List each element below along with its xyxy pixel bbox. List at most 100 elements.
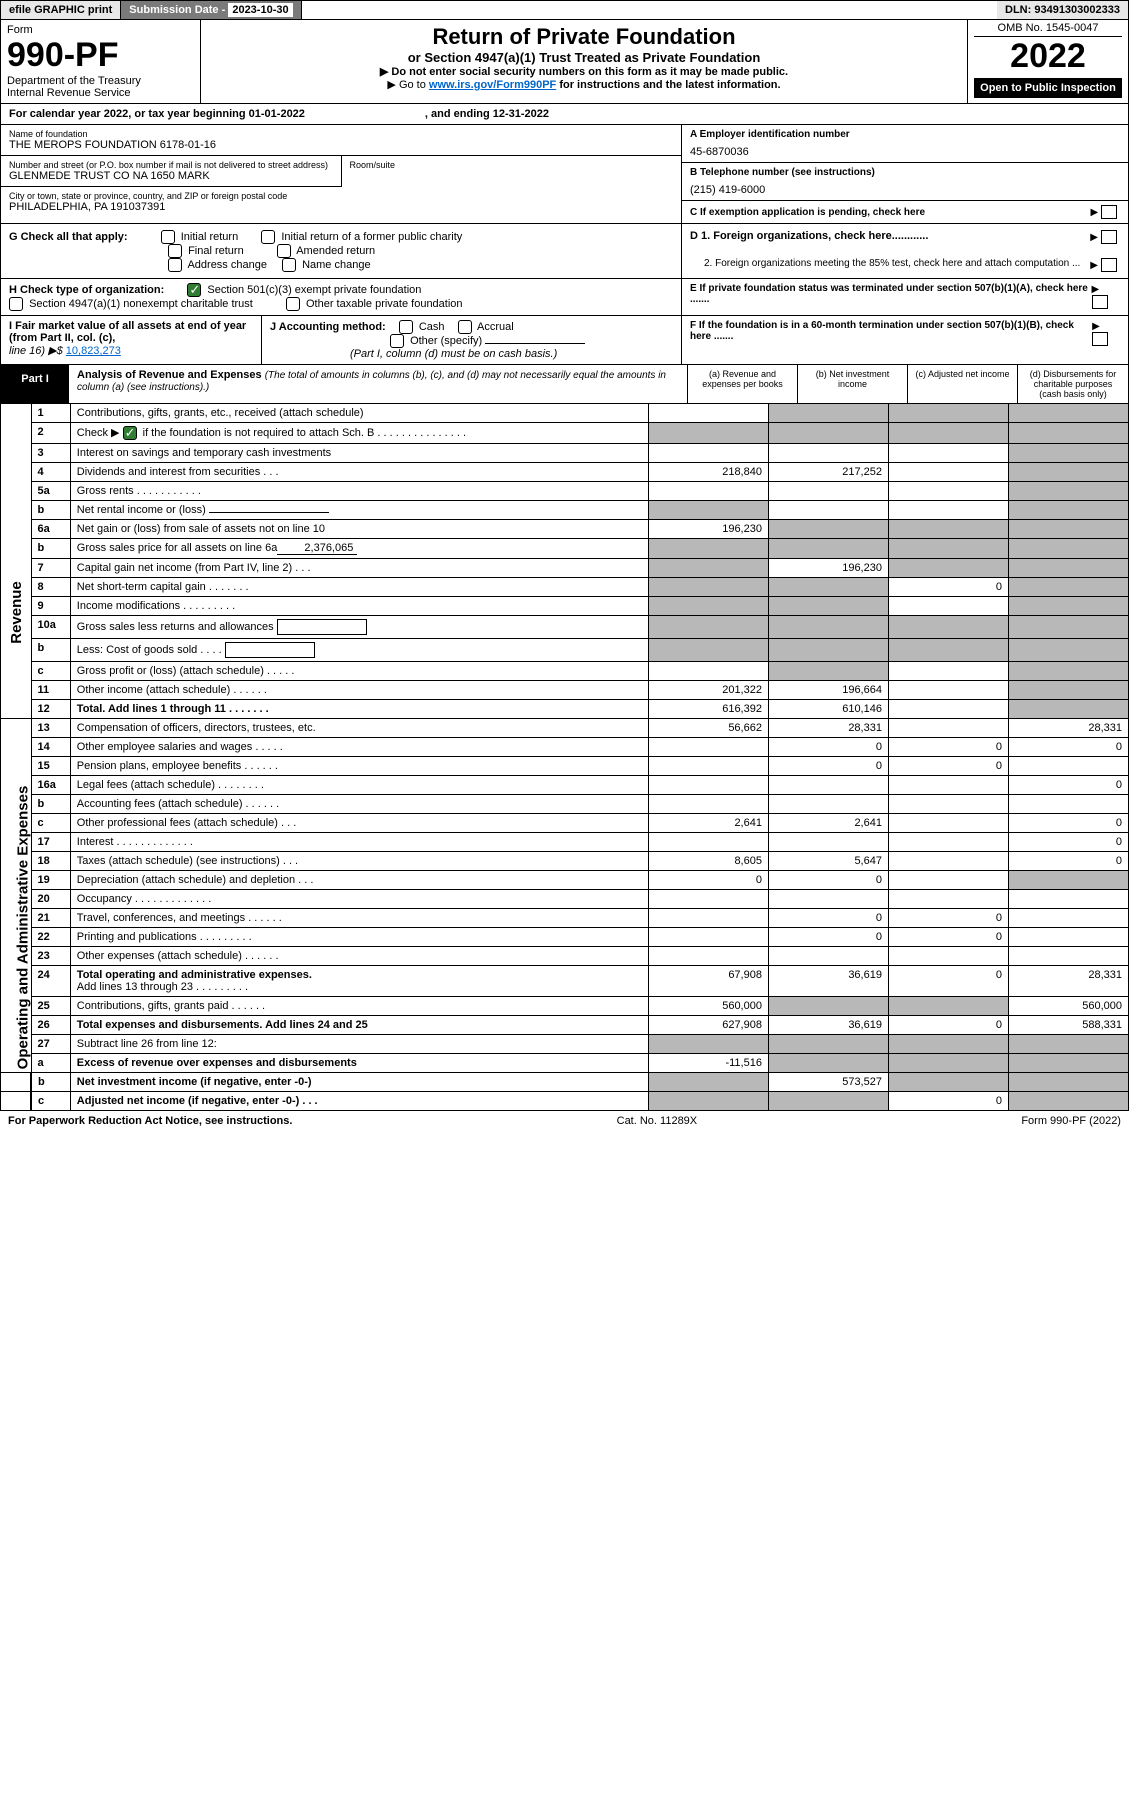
i-label: I Fair market value of all assets at end… xyxy=(9,320,246,344)
row-9: 9Income modifications . . . . . . . . . xyxy=(1,597,1129,616)
c-checkbox[interactable] xyxy=(1101,205,1117,219)
ijf-row: I Fair market value of all assets at end… xyxy=(0,316,1129,365)
row-11: 11Other income (attach schedule) . . . .… xyxy=(1,681,1129,700)
d2-checkbox[interactable] xyxy=(1101,258,1117,272)
addr-value: GLENMEDE TRUST CO NA 1650 MARK xyxy=(9,170,333,182)
phone-cell: B Telephone number (see instructions) (2… xyxy=(682,163,1128,201)
h-row: H Check type of organization: Section 50… xyxy=(0,279,1129,316)
row-17: 17Interest . . . . . . . . . . . . .0 xyxy=(1,833,1129,852)
footer: For Paperwork Reduction Act Notice, see … xyxy=(0,1111,1129,1131)
d-right: D 1. Foreign organizations, check here..… xyxy=(681,224,1128,278)
instr2-pre: ▶ Go to xyxy=(387,79,428,91)
row-16a: 16aLegal fees (attach schedule) . . . . … xyxy=(1,776,1129,795)
j-cb-accrual[interactable] xyxy=(458,320,472,334)
row-24: 24Total operating and administrative exp… xyxy=(1,966,1129,997)
addr-cell: Number and street (or P.O. box number if… xyxy=(1,156,341,187)
g-cb-amended[interactable] xyxy=(277,244,291,258)
row-3: 3Interest on savings and temporary cash … xyxy=(1,444,1129,463)
row-20: 20Occupancy . . . . . . . . . . . . . xyxy=(1,890,1129,909)
row-27b: bNet investment income (if negative, ent… xyxy=(1,1073,1129,1092)
phone-label: B Telephone number (see instructions) xyxy=(690,167,1120,178)
j-other: Other (specify) xyxy=(410,335,482,347)
city-value: PHILADELPHIA, PA 191037391 xyxy=(9,201,673,213)
revenue-sidelabel: Revenue xyxy=(1,404,32,719)
j-accrual: Accrual xyxy=(477,321,514,333)
h-cb-other[interactable] xyxy=(286,297,300,311)
name-cell: Name of foundation THE MEROPS FOUNDATION… xyxy=(1,125,681,156)
schb-checkbox[interactable] xyxy=(123,426,137,440)
col-d-head: (d) Disbursements for charitable purpose… xyxy=(1018,365,1128,403)
h-opt2: Section 4947(a)(1) nonexempt charitable … xyxy=(29,298,253,310)
i-value: 10,823,273 xyxy=(66,345,121,357)
row-27: 27Subtract line 26 from line 12: xyxy=(1,1035,1129,1054)
line-6b-value: 2,376,065 xyxy=(277,542,357,555)
h-opt1: Section 501(c)(3) exempt private foundat… xyxy=(207,284,421,296)
instr2-post: for instructions and the latest informat… xyxy=(559,79,780,91)
row-2: 2 Check ▶ if the foundation is not requi… xyxy=(1,423,1129,444)
e-checkbox[interactable] xyxy=(1092,295,1108,309)
header-right: OMB No. 1545-0047 2022 Open to Public In… xyxy=(968,20,1128,103)
part1-title: Analysis of Revenue and Expenses xyxy=(77,369,265,381)
f-cell: F If the foundation is in a 60-month ter… xyxy=(681,316,1128,364)
footer-right: Form 990-PF (2022) xyxy=(1021,1115,1121,1127)
foundation-name: THE MEROPS FOUNDATION 6178-01-16 xyxy=(9,139,673,151)
j-label: J Accounting method: xyxy=(270,321,386,333)
row-14: 14Other employee salaries and wages . . … xyxy=(1,738,1129,757)
info-grid: Name of foundation THE MEROPS FOUNDATION… xyxy=(0,125,1129,224)
row-22: 22Printing and publications . . . . . . … xyxy=(1,928,1129,947)
row-13: Operating and Administrative Expenses 13… xyxy=(1,719,1129,738)
row-6a: 6aNet gain or (loss) from sale of assets… xyxy=(1,520,1129,539)
row-16b: bAccounting fees (attach schedule) . . .… xyxy=(1,795,1129,814)
box-10a xyxy=(277,619,367,635)
submission-date: Submission Date - 2023-10-30 xyxy=(121,1,301,19)
f-checkbox[interactable] xyxy=(1092,332,1108,346)
form990pf-link[interactable]: www.irs.gov/Form990PF xyxy=(429,79,556,91)
g-opt-5: Name change xyxy=(302,259,371,271)
name-label: Name of foundation xyxy=(9,129,673,139)
ein-cell: A Employer identification number 45-6870… xyxy=(682,125,1128,163)
i-line16: line 16) ▶$ xyxy=(9,345,66,357)
d2-text: 2. Foreign organizations meeting the 85%… xyxy=(690,258,1080,272)
sub-label: Submission Date - xyxy=(129,4,228,16)
g-cb-name[interactable] xyxy=(282,258,296,272)
city-cell: City or town, state or province, country… xyxy=(1,187,681,217)
arrow-icon xyxy=(1092,320,1100,332)
form-header: Form 990-PF Department of the Treasury I… xyxy=(0,20,1129,104)
j-cb-other[interactable] xyxy=(390,334,404,348)
instr-2: ▶ Go to www.irs.gov/Form990PF for instru… xyxy=(207,78,961,91)
h-label: H Check type of organization: xyxy=(9,284,164,296)
h-cb-4947[interactable] xyxy=(9,297,23,311)
col-c-head: (c) Adjusted net income xyxy=(908,365,1018,403)
row-8: 8Net short-term capital gain . . . . . .… xyxy=(1,578,1129,597)
g-cb-initial-former[interactable] xyxy=(261,230,275,244)
tax-year: 2022 xyxy=(974,37,1122,76)
addr-label: Number and street (or P.O. box number if… xyxy=(9,160,333,170)
d1-checkbox[interactable] xyxy=(1101,230,1117,244)
row-6b: bGross sales price for all assets on lin… xyxy=(1,539,1129,559)
d1-text: D 1. Foreign organizations, check here..… xyxy=(690,230,928,244)
j-cb-cash[interactable] xyxy=(399,320,413,334)
h-cb-501c3[interactable] xyxy=(187,283,201,297)
g-cb-initial[interactable] xyxy=(161,230,175,244)
row-10c: cGross profit or (loss) (attach schedule… xyxy=(1,662,1129,681)
room-label: Room/suite xyxy=(350,160,674,170)
exemption-cell: C If exemption application is pending, c… xyxy=(682,201,1128,223)
footer-center: Cat. No. 11289X xyxy=(617,1115,698,1127)
calyear-ending: , and ending 12-31-2022 xyxy=(425,108,549,120)
col-a-head: (a) Revenue and expenses per books xyxy=(688,365,798,403)
row-25: 25Contributions, gifts, grants paid . . … xyxy=(1,997,1129,1016)
row-10a: 10aGross sales less returns and allowanc… xyxy=(1,616,1129,639)
g-opt-3: Amended return xyxy=(296,245,375,257)
row-19: 19Depreciation (attach schedule) and dep… xyxy=(1,871,1129,890)
c-label: C If exemption application is pending, c… xyxy=(690,207,925,218)
instr-1: ▶ Do not enter social security numbers o… xyxy=(207,65,961,78)
g-cb-address[interactable] xyxy=(168,258,182,272)
phone-value: (215) 419-6000 xyxy=(690,184,1120,196)
g-cb-final[interactable] xyxy=(168,244,182,258)
row-1: Revenue 1 Contributions, gifts, grants, … xyxy=(1,404,1129,423)
g-opt-2: Final return xyxy=(188,245,244,257)
line-5b-input xyxy=(209,512,329,513)
row-5a: 5aGross rents . . . . . . . . . . . xyxy=(1,482,1129,501)
g-opt-0: Initial return xyxy=(181,231,238,243)
form-number: 990-PF xyxy=(7,36,194,75)
